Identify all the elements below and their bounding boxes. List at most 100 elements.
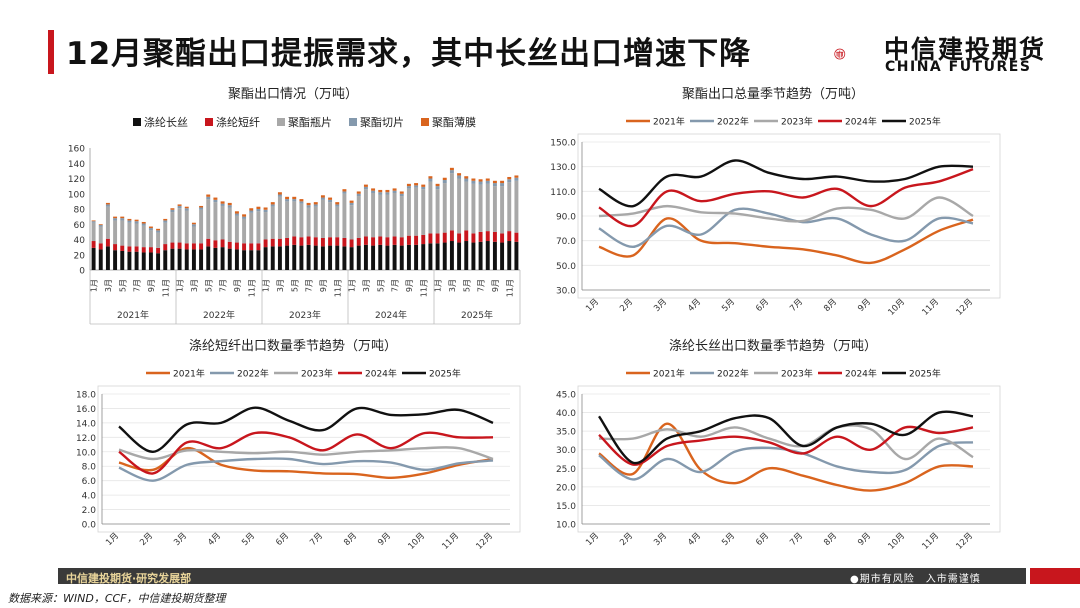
series-line-2021年 — [598, 217, 974, 265]
chart-title: 涤纶短纤出口数量季节趋势（万吨） — [189, 338, 397, 354]
x-tick-label: 9月 — [856, 297, 873, 314]
chart-title: 聚酯出口情况（万吨） — [228, 87, 358, 102]
year-label: 2023年 — [289, 309, 321, 321]
bar-segment — [191, 224, 196, 227]
bar-segment — [371, 245, 376, 270]
bar-segment — [249, 250, 254, 270]
x-tick-label: 3月 — [362, 279, 371, 292]
bar-segment — [507, 182, 512, 232]
y-tick-label: 60 — [74, 221, 86, 231]
x-tick-label: 3月 — [652, 297, 669, 314]
bar-segment — [464, 230, 469, 242]
bar-segment — [127, 220, 132, 223]
bar-segment — [120, 220, 125, 246]
y-tick-label: 12.0 — [76, 434, 96, 444]
x-tick-label: 11月 — [419, 279, 428, 297]
bar-segment — [148, 226, 153, 229]
legend-label: 聚酯切片 — [360, 116, 404, 129]
bar-segment — [120, 218, 125, 221]
bar-segment — [148, 230, 153, 248]
bar-segment — [414, 183, 419, 186]
x-tick-label: 12月 — [954, 297, 975, 318]
bar-segment — [263, 209, 268, 213]
bar-segment — [98, 243, 103, 250]
bar-segment — [270, 202, 275, 205]
year-label: 2021年 — [117, 309, 149, 321]
x-tick-label: 5月 — [376, 279, 385, 292]
y-tick-label: 130.0 — [550, 163, 576, 173]
bar-segment — [170, 209, 175, 213]
bar-segment — [177, 242, 182, 249]
y-tick-label: 0.0 — [82, 521, 97, 531]
y-tick-label: 25.0 — [556, 465, 576, 475]
legend-label: 涤纶短纤 — [216, 115, 260, 129]
legend-swatch — [349, 118, 357, 126]
bar-segment — [270, 246, 275, 270]
bar-segment — [98, 249, 103, 270]
bar-segment — [406, 235, 411, 245]
bar-segment — [406, 183, 411, 187]
legend-label: 2025年 — [909, 116, 941, 128]
bar-segment — [478, 241, 483, 270]
bar-segment — [213, 197, 218, 200]
bar-segment — [500, 242, 505, 270]
bar-segment — [292, 244, 297, 270]
bar-segment — [371, 188, 376, 191]
bar-segment — [213, 199, 218, 203]
bar-segment — [385, 237, 390, 246]
bar-segment — [199, 243, 204, 250]
bar-segment — [349, 205, 354, 240]
x-tick-label: 9月 — [147, 279, 156, 292]
bar-segment — [442, 183, 447, 233]
bar-segment — [457, 178, 462, 234]
bar-segment — [156, 247, 161, 254]
bar-segment — [421, 186, 426, 190]
bar-segment — [242, 250, 247, 270]
series-line-2023年 — [598, 424, 974, 461]
x-tick-label: 3月 — [652, 531, 669, 548]
bar-segment — [306, 202, 311, 206]
bar-segment — [141, 225, 146, 248]
y-tick-label: 30.0 — [556, 446, 576, 456]
bar-segment — [163, 250, 168, 270]
bar-segment — [191, 226, 196, 244]
x-tick-label: 1月 — [584, 531, 601, 548]
x-tick-label: 11月 — [161, 279, 170, 297]
x-tick-label: 9月 — [376, 531, 393, 548]
bar-segment — [299, 203, 304, 238]
bar-segment — [199, 207, 204, 210]
y-tick-label: 0 — [79, 267, 85, 277]
x-tick-label: 5月 — [462, 279, 471, 292]
bar-segment — [148, 252, 153, 270]
legend-label: 2021年 — [653, 368, 685, 380]
chart-title: 聚酯出口总量季节趋势（万吨） — [682, 86, 864, 102]
bar-segment — [227, 205, 232, 208]
bar-segment — [507, 231, 512, 242]
bar-segment — [206, 199, 211, 239]
bar-segment — [184, 243, 189, 250]
bar-segment — [120, 250, 125, 270]
bar-segment — [421, 234, 426, 245]
bar-segment — [406, 188, 411, 236]
bar-segment — [134, 219, 139, 222]
bar-segment — [378, 189, 383, 193]
company-logo-icon — [834, 48, 846, 60]
bar-segment — [148, 228, 153, 231]
x-tick-label: 3月 — [104, 279, 113, 292]
x-tick-label: 2月 — [618, 297, 635, 314]
bar-segment — [471, 233, 476, 243]
y-tick-label: 14.0 — [76, 419, 96, 429]
bar-segment — [199, 209, 204, 244]
bar-segment — [349, 200, 354, 203]
data-source: 数据来源：WIND，CCF，中信建投期货整理 — [8, 592, 226, 605]
y-tick-label: 35.0 — [556, 428, 576, 438]
bar-segment — [392, 244, 397, 270]
series-line-2022年 — [598, 207, 974, 249]
y-tick-label: 120 — [68, 175, 85, 185]
bar-segment — [256, 206, 261, 209]
bar-segment — [328, 202, 333, 238]
bar-segment — [220, 247, 225, 270]
bar-segment — [170, 208, 175, 210]
bar-segment — [435, 233, 440, 244]
bar-segment — [313, 245, 318, 270]
